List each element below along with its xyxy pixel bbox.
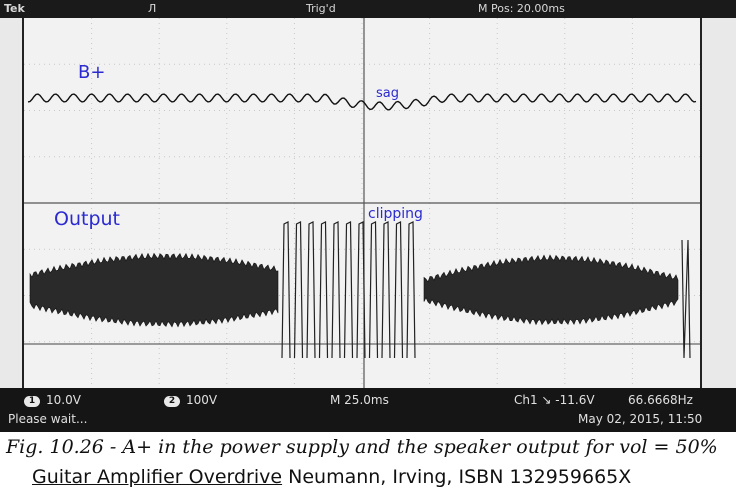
frequency-readout: 66.6668Hz xyxy=(628,393,693,407)
ch2-readout: 2 100V xyxy=(164,393,217,407)
trigger-readout: Ch1 ↘ -11.6V xyxy=(514,393,595,407)
scope-status-bar: 1 10.0V 2 100V M 25.0ms Ch1 ↘ -11.6V 66.66… xyxy=(0,388,736,432)
book-title: Guitar Amplifier Overdrive xyxy=(32,466,283,488)
acquisition-mode: Л xyxy=(148,2,157,15)
ch2-badge: 2 xyxy=(164,396,180,407)
status-message: Please wait... xyxy=(8,412,88,426)
timebase-readout: M 25.0ms xyxy=(330,393,389,407)
figure-caption: Fig. 10.26 - A+ in the power supply and … xyxy=(6,436,718,458)
trigger-status: Trig'd xyxy=(306,2,336,15)
horizontal-position: M Pos: 20.00ms xyxy=(478,2,565,15)
brand-label: Tek xyxy=(4,2,25,15)
ch1-readout: 1 10.0V xyxy=(24,393,81,407)
oscilloscope-screenshot: Tek Л Trig'd M Pos: 20.00ms B+ sag Outpu… xyxy=(0,0,736,432)
clipping-label: clipping xyxy=(368,206,423,222)
b-plus-label: B+ xyxy=(78,62,106,83)
ch1-badge: 1 xyxy=(24,396,40,407)
sag-label: sag xyxy=(376,86,399,101)
b-plus-trace xyxy=(27,93,697,111)
waveform-display: B+ sag Output clipping xyxy=(22,18,702,388)
waveform-canvas xyxy=(24,18,700,388)
output-label: Output xyxy=(54,208,120,230)
ch1-scale: 10.0V xyxy=(46,393,81,407)
output-envelope xyxy=(29,252,679,328)
end-spike xyxy=(681,239,691,359)
book-authors: Neumann, Irving, ISBN 132959665X xyxy=(288,466,632,488)
scope-top-bar: Tek Л Trig'd M Pos: 20.00ms xyxy=(0,0,736,18)
clipping-pulses xyxy=(281,221,416,359)
ch2-scale: 100V xyxy=(186,393,218,407)
book-credit: Guitar Amplifier Overdrive Neumann, Irvi… xyxy=(32,466,631,488)
date-time: May 02, 2015, 11:50 xyxy=(578,412,703,426)
